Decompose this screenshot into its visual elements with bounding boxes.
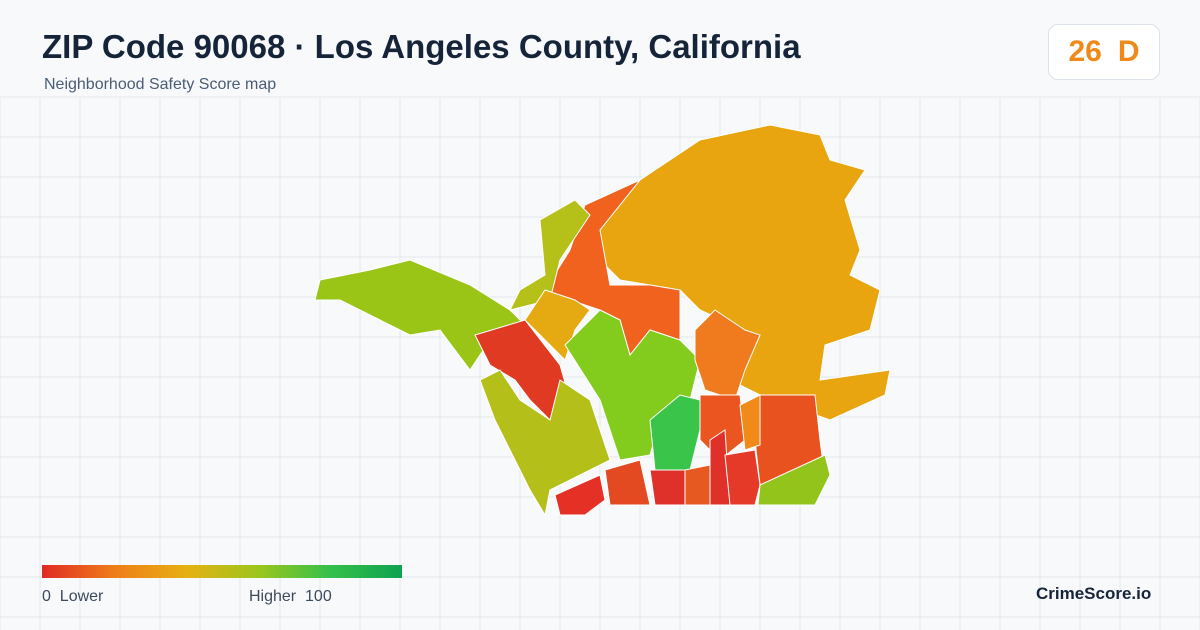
region: [739, 394, 761, 451]
region: [694, 309, 761, 401]
legend-min-label: Lower: [59, 588, 104, 605]
score: 26: [1068, 35, 1102, 68]
region: [599, 124, 891, 421]
score-badge: 26 D: [1048, 24, 1160, 80]
region: [757, 454, 831, 506]
region: [479, 369, 611, 517]
region: [604, 459, 651, 506]
zip-map: [314, 124, 891, 517]
legend-min-value: 0: [42, 588, 51, 605]
brand: CrimeScore.io: [1036, 584, 1152, 603]
legend-max-label: Higher: [249, 588, 297, 605]
region: [524, 289, 591, 361]
region: [554, 474, 606, 516]
region: [314, 259, 531, 371]
legend-max: Higher 100: [249, 588, 332, 606]
legend-gradient: [42, 565, 402, 578]
legend-min: 0 Lower: [42, 588, 103, 606]
region: [649, 469, 691, 506]
title: ZIP Code 90068 · Los Angeles County, Cal…: [42, 28, 801, 65]
region: [684, 464, 711, 506]
subtitle: Neighborhood Safety Score map: [44, 76, 277, 93]
grade: D: [1117, 35, 1140, 68]
region: [724, 449, 761, 506]
legend-max-value: 100: [305, 588, 332, 605]
